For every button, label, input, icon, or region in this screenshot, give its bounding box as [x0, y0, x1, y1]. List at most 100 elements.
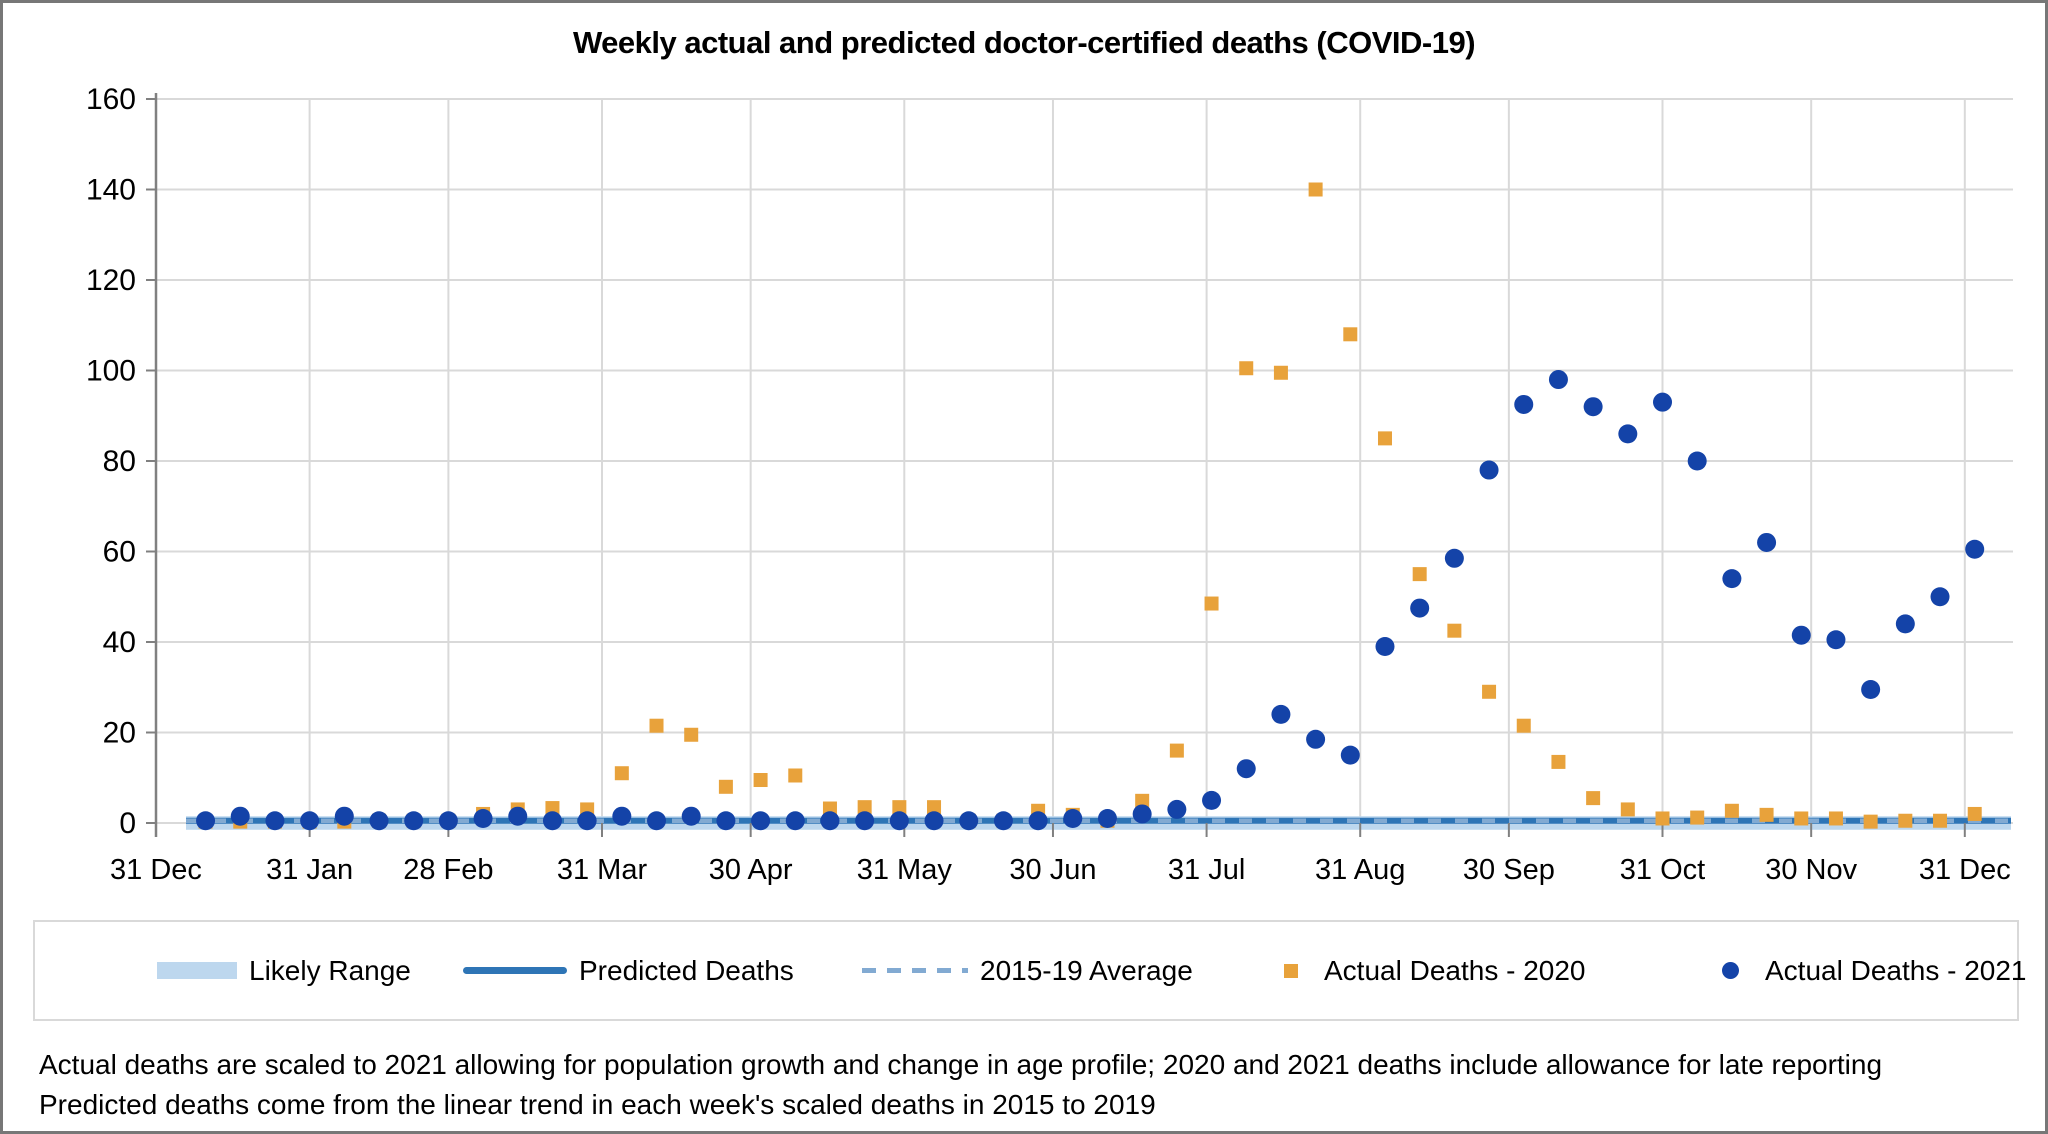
data-point-actual-2020: [1898, 813, 1913, 828]
y-tick-label: 0: [119, 807, 136, 840]
data-point-actual-2021: [438, 811, 458, 831]
data-point-actual-2020: [1586, 791, 1601, 806]
x-tick-label: 30 Apr: [709, 854, 793, 886]
data-point-actual-2020: [684, 727, 699, 742]
data-point-actual-2020: [1377, 431, 1392, 446]
data-point-actual-2020: [1967, 806, 1982, 821]
x-tick-label: 28 Feb: [403, 854, 493, 886]
data-point-actual-2021: [1410, 598, 1430, 618]
data-point-actual-2021: [1861, 680, 1881, 700]
data-point-actual-2021: [473, 808, 493, 828]
data-point-actual-2021: [265, 811, 285, 831]
data-point-actual-2021: [1826, 630, 1846, 650]
legend-item-predicted-deaths: Predicted Deaths: [463, 922, 794, 1019]
data-point-actual-2020: [1794, 811, 1809, 826]
data-point-actual-2020: [1239, 361, 1254, 376]
data-point-actual-2021: [1097, 808, 1117, 828]
data-point-actual-2021: [1375, 637, 1395, 657]
data-point-actual-2020: [1620, 802, 1635, 817]
chart-canvas: 0 20 40 60 80 100 120 140 160 31 Dec 31 Jan 28 Feb 3…: [86, 83, 2013, 886]
data-point-actual-2020: [1447, 623, 1462, 638]
data-point-actual-2020: [1863, 814, 1878, 829]
x-tick-label: 31 May: [857, 854, 953, 886]
x-tick-label: 31 Aug: [1315, 854, 1405, 886]
data-point-actual-2021: [1271, 704, 1291, 724]
data-point-actual-2020: [649, 718, 664, 733]
data-point-actual-2021: [334, 806, 354, 826]
data-point-actual-2020: [718, 779, 733, 794]
data-point-actual-2020: [1759, 807, 1774, 822]
x-tick-label: 30 Jun: [1009, 854, 1096, 886]
data-point-actual-2021: [751, 811, 771, 831]
legend-item-actual-2021: Actual Deaths - 2021: [1708, 922, 2027, 1019]
data-point-actual-2020: [892, 800, 907, 815]
data-point-actual-2021: [1548, 370, 1568, 390]
y-tick-label: 100: [86, 355, 136, 388]
data-point-actual-2021: [1444, 548, 1464, 568]
x-tick-label: 31 Mar: [557, 854, 648, 886]
legend-label-actual-2020: Actual Deaths - 2020: [1324, 954, 1586, 986]
data-point-actual-2021: [1687, 451, 1707, 471]
data-point-actual-2020: [753, 773, 768, 788]
data-point-actual-2020: [1135, 793, 1150, 808]
legend-label-likely-range: Likely Range: [249, 954, 411, 986]
data-point-actual-2021: [1063, 808, 1083, 828]
data-point-actual-2021: [1479, 460, 1499, 480]
data-point-actual-2020: [1655, 811, 1670, 826]
y-tick-label: 140: [86, 174, 136, 207]
data-point-actual-2021: [1895, 614, 1915, 634]
data-point-actual-2021: [577, 811, 597, 831]
y-tick-label: 120: [86, 264, 136, 297]
data-point-actual-2021: [196, 811, 216, 831]
data-point-actual-2021: [508, 806, 528, 826]
actual-2021-swatch: [1722, 962, 1739, 979]
data-point-actual-2021: [1514, 394, 1534, 414]
data-point-actual-2021: [542, 811, 562, 831]
data-point-actual-2021: [1236, 759, 1256, 779]
x-tick-label: 31 Dec: [1919, 854, 2011, 886]
data-point-actual-2021: [1757, 532, 1777, 552]
y-tick-label: 40: [103, 626, 136, 659]
predicted-deaths-swatch: [463, 967, 567, 974]
data-point-actual-2021: [404, 811, 424, 831]
y-tick-label: 20: [103, 717, 136, 750]
x-tick-label: 31 Jul: [1168, 854, 1245, 886]
data-point-actual-2021: [1583, 397, 1603, 417]
data-point-actual-2021: [1132, 804, 1152, 824]
chart-title: Weekly actual and predicted doctor-certi…: [572, 25, 1476, 60]
data-point-actual-2020: [1169, 743, 1184, 758]
legend-label-actual-2021: Actual Deaths - 2021: [1765, 954, 2027, 986]
x-tick-label: 31 Dec: [110, 854, 202, 886]
legend-item-2015-19-average: 2015-19 Average: [862, 922, 1193, 1019]
data-point-actual-2021: [369, 811, 389, 831]
y-tick-label: 80: [103, 445, 136, 478]
data-point-actual-2021: [855, 811, 875, 831]
x-tick-label: 30 Sep: [1463, 854, 1555, 886]
x-tick-label: 30 Nov: [1765, 854, 1857, 886]
data-point-actual-2020: [1204, 596, 1219, 611]
data-point-actual-2021: [924, 811, 944, 831]
data-point-actual-2021: [1306, 729, 1326, 749]
legend-label-predicted-deaths: Predicted Deaths: [579, 954, 794, 986]
likely-range-swatch: [157, 962, 237, 979]
data-point-actual-2021: [230, 806, 250, 826]
data-point-actual-2020: [1343, 327, 1358, 342]
y-tick-label: 60: [103, 536, 136, 569]
data-point-actual-2020: [1273, 365, 1288, 380]
data-point-actual-2021: [889, 811, 909, 831]
data-point-actual-2021: [1791, 625, 1811, 645]
data-point-actual-2021: [300, 811, 320, 831]
data-point-actual-2021: [993, 811, 1013, 831]
footnote-line-1: Actual deaths are scaled to 2021 allowin…: [39, 1049, 1883, 1080]
data-point-actual-2021: [1202, 790, 1222, 810]
data-point-actual-2020: [927, 800, 942, 815]
data-point-actual-2020: [614, 766, 629, 781]
data-point-actual-2021: [1167, 799, 1187, 819]
data-point-actual-2021: [647, 811, 667, 831]
data-point-actual-2020: [788, 768, 803, 783]
data-point-actual-2021: [681, 806, 701, 826]
data-point-actual-2020: [1482, 684, 1497, 699]
data-point-actual-2020: [1412, 567, 1427, 582]
data-point-actual-2021: [716, 811, 736, 831]
data-point-actual-2021: [1618, 424, 1638, 444]
